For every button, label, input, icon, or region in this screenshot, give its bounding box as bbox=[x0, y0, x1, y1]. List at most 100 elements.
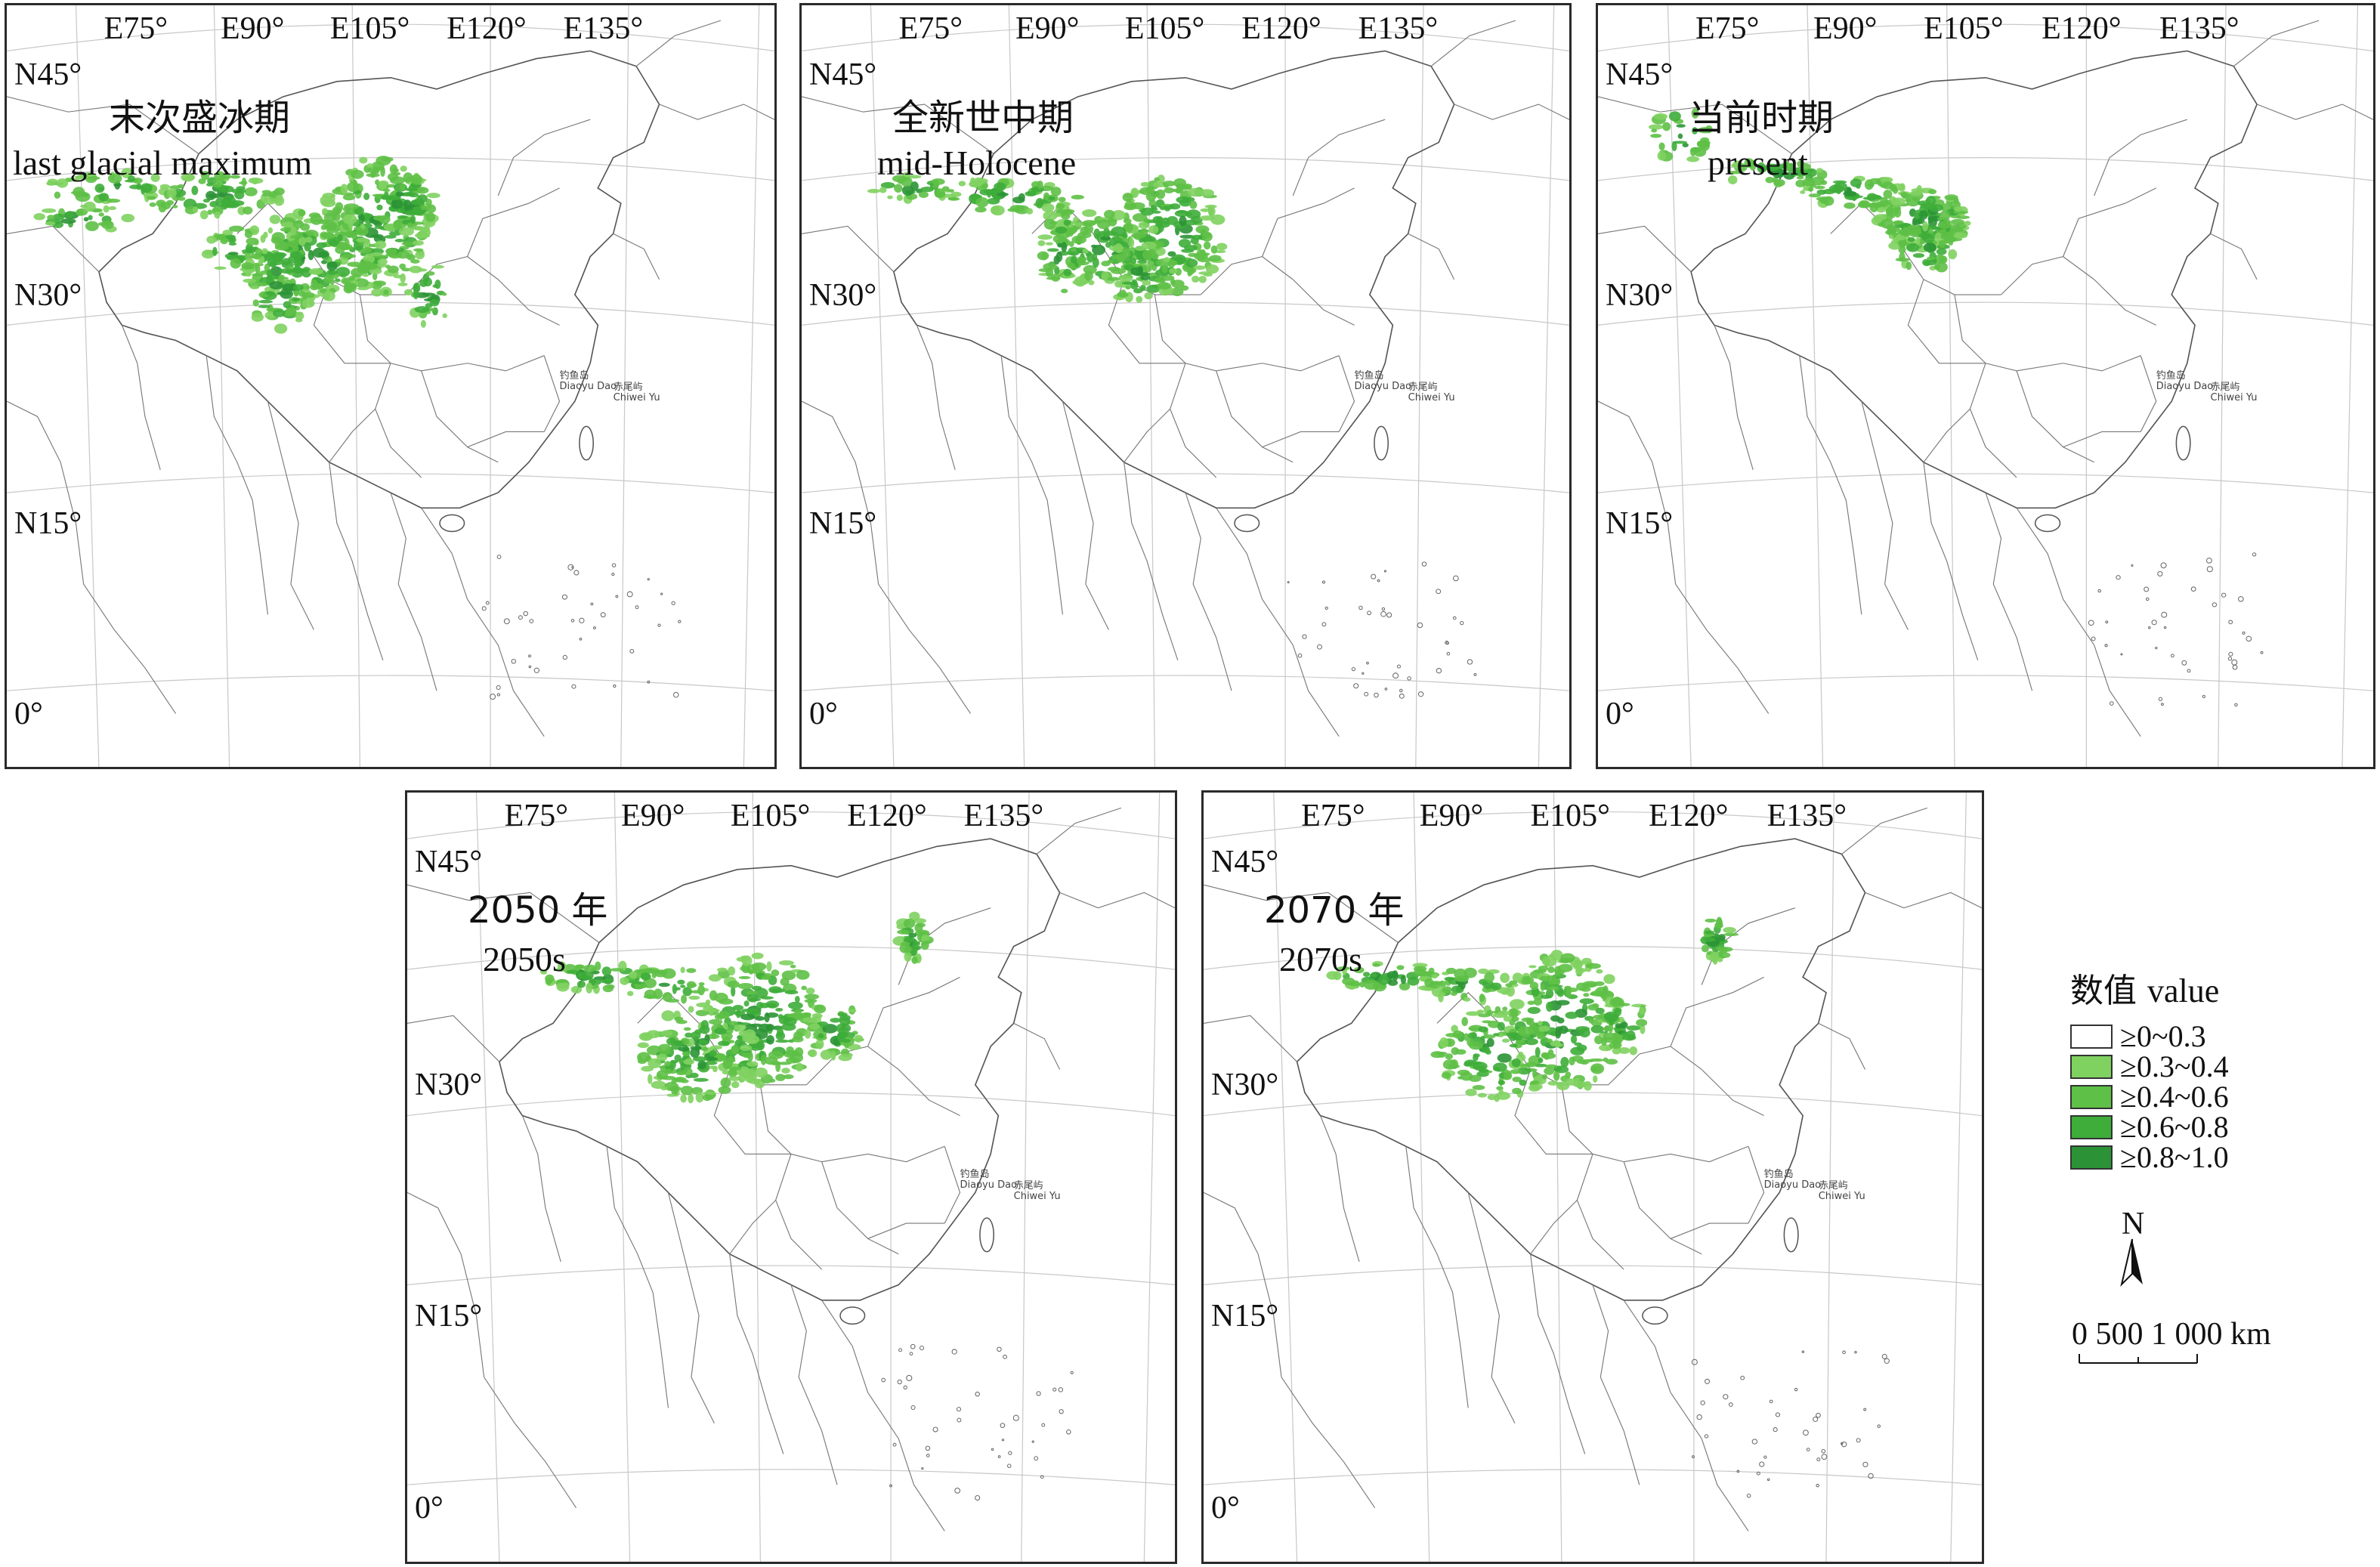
island-dot bbox=[657, 623, 661, 627]
longitude-label: E135° bbox=[1358, 11, 1439, 46]
suitability-patch bbox=[1618, 1046, 1630, 1054]
suitability-patch bbox=[1145, 186, 1155, 194]
suitability-patch bbox=[698, 982, 705, 986]
island-dot bbox=[496, 693, 501, 697]
suitability-patch bbox=[904, 945, 912, 953]
boundary-line bbox=[1124, 408, 1171, 463]
suitability-patch bbox=[1537, 1035, 1546, 1040]
suitability-patch bbox=[1037, 251, 1049, 261]
boundary-line bbox=[267, 401, 314, 630]
suitability-patch bbox=[1467, 1032, 1477, 1039]
suitability-patch bbox=[1497, 1053, 1512, 1063]
island-dot bbox=[2242, 631, 2246, 635]
suitability-patch bbox=[1581, 987, 1591, 992]
island-dot bbox=[1813, 1417, 1819, 1422]
suitability-patch bbox=[320, 224, 327, 230]
island-dot bbox=[1746, 1493, 1751, 1498]
suitability-patch bbox=[1192, 275, 1200, 283]
boundary-line bbox=[121, 325, 161, 471]
island-dot bbox=[1775, 1412, 1781, 1417]
suitability-patch bbox=[1146, 284, 1161, 293]
island-dot bbox=[2109, 701, 2114, 706]
suitability-patch bbox=[1196, 249, 1206, 260]
graticule-line bbox=[1204, 946, 1982, 970]
legend-item: ≥0.4~0.6 bbox=[2070, 1082, 2357, 1112]
suitability-patch bbox=[626, 991, 634, 997]
island-dot bbox=[1756, 1471, 1760, 1476]
suitability-patch bbox=[697, 1060, 706, 1069]
suitability-patch bbox=[144, 193, 150, 202]
island-dot bbox=[975, 1494, 981, 1501]
island-dot bbox=[1358, 605, 1363, 610]
boundary-line bbox=[1576, 1154, 1624, 1270]
island-dot bbox=[1383, 570, 1386, 573]
suitability-patch bbox=[298, 209, 306, 217]
suitability-patch bbox=[1547, 975, 1558, 979]
suitability-patch bbox=[674, 1054, 682, 1062]
suitability-patch bbox=[1063, 268, 1072, 277]
suitability-patch bbox=[706, 1009, 720, 1012]
suitability-patch bbox=[1451, 985, 1462, 994]
suitability-patch bbox=[218, 173, 232, 180]
suitability-patch bbox=[1565, 1012, 1578, 1019]
island-dot bbox=[991, 1448, 994, 1451]
suitability-patch bbox=[648, 1074, 653, 1084]
suitability-patch bbox=[1198, 275, 1207, 283]
boundary-line bbox=[729, 1200, 777, 1255]
suitability-patch bbox=[814, 1004, 827, 1014]
suitability-patch bbox=[1445, 967, 1457, 975]
suitability-patch bbox=[382, 188, 391, 192]
chiwei-label: 赤尾屿 Chiwei Yu bbox=[2211, 382, 2258, 404]
suitability-patch bbox=[1856, 183, 1861, 189]
suitability-patch bbox=[1545, 1038, 1553, 1043]
suitability-patch bbox=[1888, 242, 1901, 250]
suitability-patch bbox=[410, 174, 422, 185]
island-dot bbox=[910, 1405, 916, 1411]
suitability-patch bbox=[402, 219, 409, 225]
suitability-patch bbox=[1216, 243, 1228, 251]
taiwan-island bbox=[979, 1217, 994, 1253]
island-dot bbox=[2228, 651, 2233, 657]
suitability-patch bbox=[900, 177, 913, 187]
suitability-patch bbox=[222, 230, 233, 236]
boundary-line bbox=[1923, 408, 1970, 463]
suitability-patch bbox=[405, 187, 419, 192]
hainan-island bbox=[839, 1306, 866, 1325]
island-dot bbox=[1396, 664, 1401, 669]
legend: 数值 value ≥0~0.3 ≥0.3~0.4 ≥0.4~0.6 ≥0.6~0.8 ≥… bbox=[2070, 975, 2357, 1173]
country-outline bbox=[499, 838, 1061, 1301]
suitability-patch bbox=[1572, 1080, 1587, 1088]
boundary-line bbox=[1748, 1146, 1765, 1224]
boundary-line bbox=[1262, 187, 1355, 257]
panel-title-cn: 全新世中期 bbox=[892, 97, 1074, 139]
island-dot bbox=[2144, 586, 2150, 592]
suitability-patch bbox=[400, 273, 406, 283]
suitability-patch bbox=[768, 1050, 784, 1059]
boundary-line bbox=[2001, 256, 2094, 295]
island-dot bbox=[485, 601, 490, 605]
suitability-patch bbox=[311, 279, 318, 289]
latitude-label: 0° bbox=[1606, 697, 1634, 732]
boundary-line bbox=[878, 583, 971, 714]
island-dot bbox=[2187, 669, 2191, 673]
suitability-patch bbox=[1140, 181, 1150, 187]
boundary-line bbox=[2094, 119, 2187, 196]
suitability-patch bbox=[700, 1020, 709, 1031]
island-dot bbox=[2190, 586, 2196, 592]
suitability-patch bbox=[1200, 208, 1210, 212]
chiwei-en: Chiwei Yu bbox=[613, 392, 660, 404]
suitability-patch bbox=[633, 984, 640, 987]
suitability-patch bbox=[1553, 1071, 1560, 1081]
suitability-patch bbox=[1772, 164, 1788, 169]
boundary-line bbox=[1861, 401, 1909, 630]
suitability-patch bbox=[583, 964, 598, 972]
suitability-patch bbox=[1121, 232, 1128, 238]
suitability-patch bbox=[220, 237, 228, 245]
suitability-patch bbox=[830, 1050, 836, 1061]
suitability-patch bbox=[787, 1001, 803, 1009]
suitability-patch bbox=[388, 231, 402, 236]
island-dot bbox=[910, 1343, 916, 1349]
boundary-line bbox=[1598, 96, 1792, 155]
island-dot bbox=[932, 1426, 938, 1433]
suitability-patch bbox=[1895, 257, 1910, 262]
